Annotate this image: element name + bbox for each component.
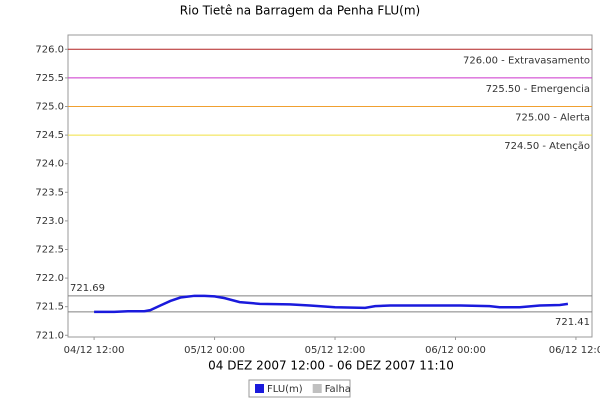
y-tick-label: 723.5 <box>35 187 64 198</box>
threshold-label: 725.00 - Alerta <box>515 112 590 123</box>
x-tick-label: 05/12 00:00 <box>184 345 245 356</box>
data-line <box>94 294 569 314</box>
plot-area <box>67 34 593 338</box>
x-tick-label: 06/12 12:0 <box>549 345 600 356</box>
threshold-label: 726.00 - Extravasamento <box>463 55 590 66</box>
marker-label: 721.41 <box>555 317 590 328</box>
x-tick-label: 04/12 12:00 <box>64 345 125 356</box>
y-tick-label: 725.5 <box>35 73 64 84</box>
y-tick-label: 726.0 <box>35 44 64 55</box>
y-tick-label: 724.5 <box>35 130 64 141</box>
x-tick-label: 06/12 00:00 <box>425 345 486 356</box>
legend-swatch <box>255 384 264 393</box>
threshold-label: 725.50 - Emergencia <box>486 84 590 95</box>
threshold-label: 724.50 - Atenção <box>504 141 590 152</box>
marker-label: 721.69 <box>70 283 105 294</box>
x-tick-label: 05/12 12:00 <box>305 345 366 356</box>
legend-box <box>248 379 351 398</box>
legend-label: FLU(m) <box>267 384 303 395</box>
x-axis-label: 04 DEZ 2007 12:00 - 06 DEZ 2007 11:10 <box>208 359 454 373</box>
y-tick-label: 725.0 <box>35 101 64 112</box>
chart-title: Rio Tietê na Barragem da Penha FLU(m) <box>180 4 420 18</box>
y-tick-label: 722.0 <box>35 273 64 284</box>
y-tick-label: 724.0 <box>35 159 64 170</box>
legend-label: Falha <box>325 384 351 395</box>
legend-swatch <box>312 384 322 393</box>
y-tick-label: 722.5 <box>35 244 64 255</box>
y-tick-label: 721.0 <box>35 330 64 341</box>
y-tick-label: 721.5 <box>35 302 64 313</box>
y-tick-label: 723.0 <box>35 216 64 227</box>
